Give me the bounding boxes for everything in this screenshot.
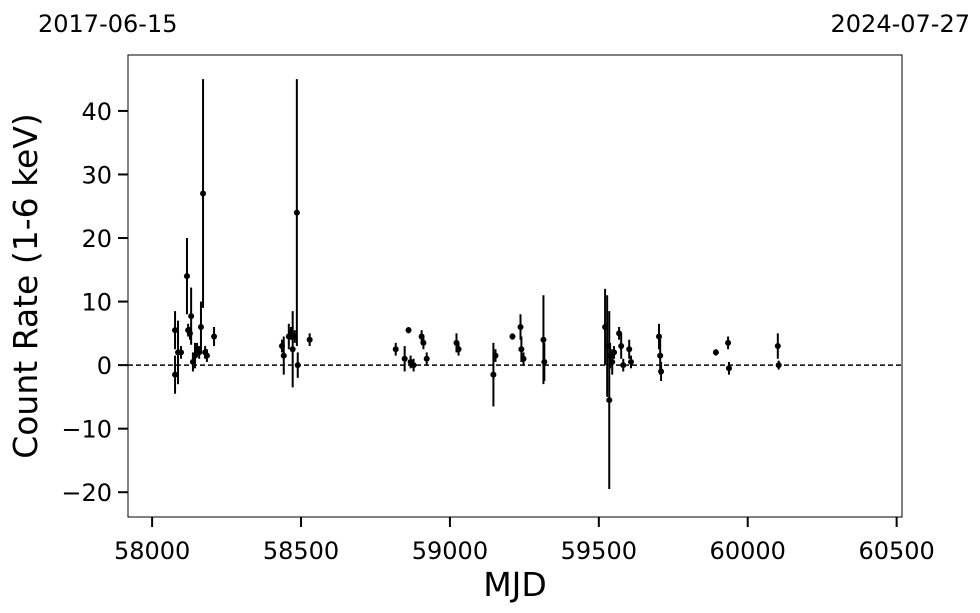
y-tick-label: 40 — [81, 98, 112, 126]
data-point — [618, 343, 625, 350]
data-point — [306, 336, 313, 343]
data-point — [540, 336, 547, 343]
data-point — [517, 323, 524, 330]
data-point — [455, 346, 462, 353]
data-point — [410, 362, 417, 369]
data-point — [490, 371, 497, 378]
x-tick-label: 60000 — [710, 537, 786, 565]
data-point — [520, 355, 527, 362]
y-tick-label: 0 — [97, 352, 112, 380]
data-point — [203, 352, 210, 359]
data-point — [725, 365, 732, 372]
x-tick-label: 59000 — [412, 537, 488, 565]
data-point — [293, 209, 300, 216]
data-point — [658, 368, 665, 375]
y-tick-label: −20 — [61, 479, 112, 507]
x-tick-label: 58000 — [114, 537, 190, 565]
data-point — [492, 352, 499, 359]
data-point — [712, 349, 719, 356]
y-tick-label: 30 — [81, 161, 112, 189]
data-point — [188, 313, 195, 320]
data-point — [609, 358, 616, 365]
data-point — [509, 333, 516, 340]
y-tick-label: 10 — [81, 289, 112, 317]
plot-frame — [127, 54, 903, 518]
data-point — [626, 346, 633, 353]
data-point — [211, 333, 218, 340]
data-point — [620, 362, 627, 369]
y-tick-label: −10 — [61, 416, 112, 444]
data-point — [420, 339, 427, 346]
y-axis-label: Count Rate (1-6 keV) — [6, 113, 45, 459]
data-point — [725, 339, 732, 346]
data-point — [775, 362, 782, 369]
data-point — [280, 352, 287, 359]
data-point — [627, 358, 634, 365]
data-point — [183, 273, 190, 280]
data-point — [541, 358, 548, 365]
data-point — [657, 352, 664, 359]
data-point — [197, 323, 204, 330]
x-axis-label: MJD — [483, 565, 547, 604]
data-point — [423, 355, 430, 362]
data-point — [405, 327, 412, 334]
x-tick-label: 58500 — [263, 537, 339, 565]
data-point — [611, 349, 618, 356]
x-tick-label: 59500 — [561, 537, 637, 565]
data-point — [172, 371, 179, 378]
data-point — [392, 346, 399, 353]
start-date: 2017-06-15 — [38, 10, 177, 38]
end-date: 2024-07-27 — [831, 10, 970, 38]
data-point — [289, 346, 296, 353]
data-point — [518, 346, 525, 353]
x-tick-label: 60500 — [858, 537, 934, 565]
data-point — [606, 397, 613, 404]
data-point — [200, 190, 207, 197]
data-point — [178, 349, 185, 356]
data-point — [774, 343, 781, 350]
data-point — [401, 355, 408, 362]
data-point — [294, 362, 301, 369]
data-point — [172, 327, 179, 334]
y-tick-label: 20 — [81, 225, 112, 253]
